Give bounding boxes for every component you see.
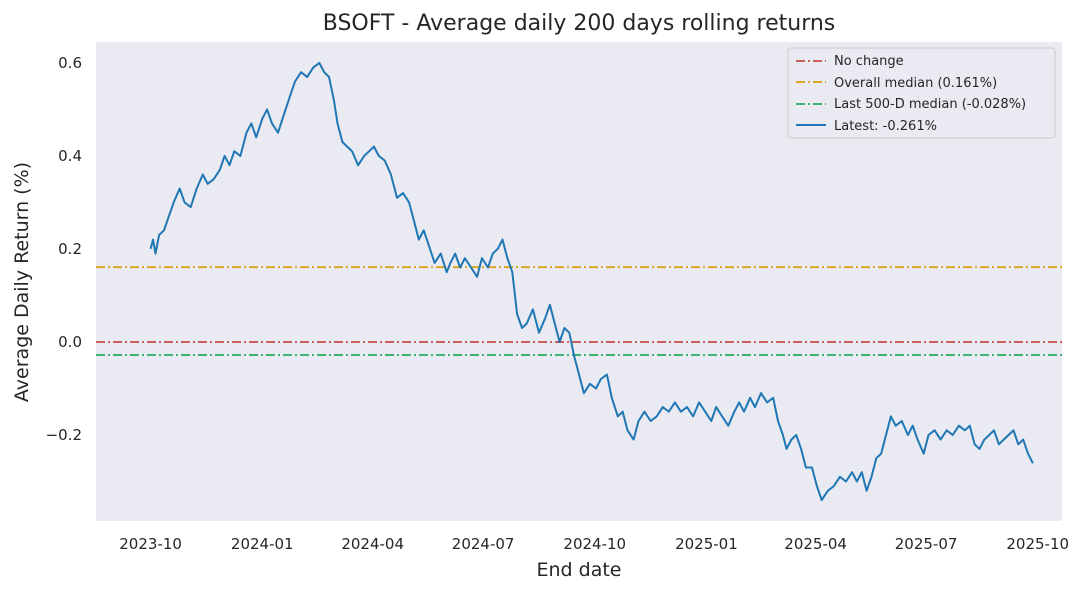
- x-axis-ticks: 2023-10 2024-01 2024-04 2024-07 2024-10 2025-…: [119, 535, 1069, 553]
- chart-title: BSOFT - Average daily 200 days rolling r…: [323, 11, 836, 36]
- y-tick-label: −0.2: [46, 426, 82, 444]
- x-tick-label: 2025-01: [675, 535, 738, 553]
- x-tick-label: 2024-10: [563, 535, 626, 553]
- y-axis-ticks: 0.6 0.4 0.2 0.0 −0.2: [46, 54, 82, 444]
- x-axis-title: End date: [537, 559, 622, 581]
- legend: No change Overall median (0.161%) Last 5…: [787, 47, 1056, 139]
- legend-label-no-change: No change: [834, 54, 904, 69]
- series-line-0: [149, 61, 1034, 502]
- reference-lines: [96, 266, 1062, 356]
- legend-label-overall-median: Overall median (0.161%): [834, 76, 997, 91]
- legend-label-latest: Latest: -0.261%: [834, 119, 937, 134]
- y-tick-label: 0.6: [58, 54, 82, 72]
- y-tick-label: 0.4: [58, 147, 82, 165]
- x-tick-label: 2023-10: [119, 535, 182, 553]
- x-tick-label: 2024-01: [231, 535, 294, 553]
- y-tick-label: 0.0: [58, 333, 82, 351]
- series-layer: [149, 61, 1034, 502]
- y-axis-title: Average Daily Return (%): [11, 162, 33, 402]
- legend-box: [787, 47, 1056, 139]
- x-tick-label: 2025-10: [1006, 535, 1069, 553]
- x-tick-label: 2025-07: [895, 535, 958, 553]
- legend-label-last-500d-median: Last 500-D median (-0.028%): [834, 97, 1026, 112]
- y-tick-label: 0.2: [58, 240, 82, 258]
- x-tick-label: 2025-04: [784, 535, 847, 553]
- x-tick-label: 2024-07: [452, 535, 515, 553]
- x-tick-label: 2024-04: [341, 535, 404, 553]
